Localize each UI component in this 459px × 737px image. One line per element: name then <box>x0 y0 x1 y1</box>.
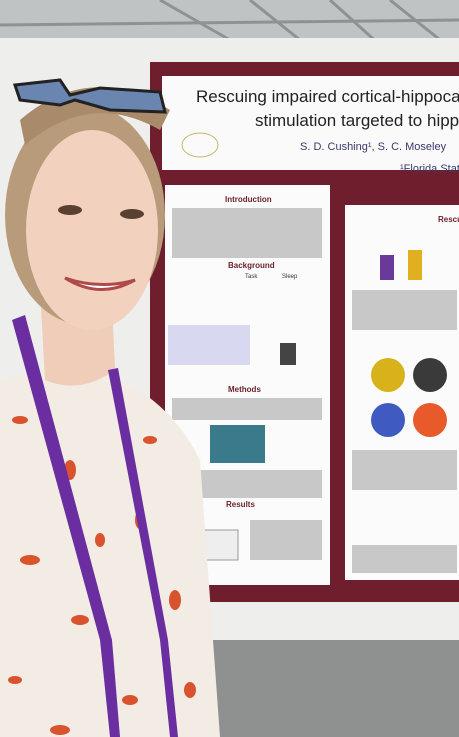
heading: Introduction <box>225 195 272 204</box>
figures <box>168 250 447 561</box>
heading: Rescu <box>438 215 459 224</box>
heading: Task <box>245 274 258 280</box>
heading: Methods <box>228 385 261 394</box>
sunglasses <box>12 78 167 114</box>
face <box>26 130 158 330</box>
right-column <box>345 205 459 580</box>
ceiling-beams <box>0 0 459 57</box>
smile <box>64 276 136 291</box>
heading: Sleep <box>282 274 298 280</box>
floor <box>210 640 459 737</box>
eye <box>58 205 82 215</box>
affiliation: ¹Florida State U <box>400 163 459 175</box>
logo <box>181 132 219 158</box>
poster-title: Rescuing impaired cortical-hippocam <box>196 87 459 106</box>
heading: Background <box>228 261 275 270</box>
lanyard <box>12 315 120 737</box>
lanyard <box>108 368 178 737</box>
poster-title: stimulation targeted to hippoc <box>255 111 459 130</box>
authors: S. D. Cushing¹, S. C. Moseley <box>300 141 447 153</box>
heading: Results <box>226 500 255 509</box>
shirt-pattern <box>8 416 196 735</box>
eye <box>120 209 144 219</box>
